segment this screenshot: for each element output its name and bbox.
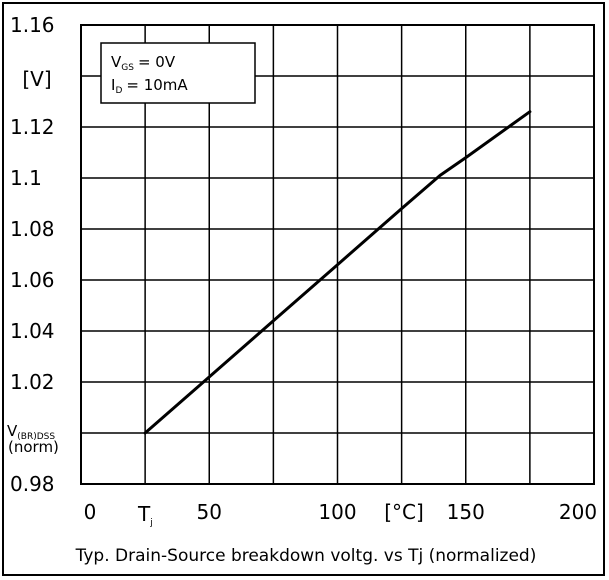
y-axis-label-norm: (norm) xyxy=(8,438,59,456)
x-tick-label: 0 xyxy=(84,500,97,524)
y-axis-label: V(BR)DSS xyxy=(7,422,55,442)
legend-box xyxy=(100,42,256,104)
x-axis-label: Tj xyxy=(137,502,153,528)
y-tick-label: 1.16 xyxy=(10,13,55,37)
plot-area-border xyxy=(80,24,595,485)
y-tick-label: 1.1 xyxy=(10,166,42,190)
y-tick-label: 1.08 xyxy=(10,217,55,241)
chart-canvas: 0.98 1.02 1.04 1.06 1.08 1.1 1.12 1.16 0 50 100 15… xyxy=(7,13,597,566)
y-tick-label: 1.02 xyxy=(10,370,55,394)
x-tick-label: 50 xyxy=(197,500,222,524)
x-tick-label: 200 xyxy=(559,500,597,524)
y-tick-label: 1.06 xyxy=(10,268,55,292)
x-tick-label: 100 xyxy=(318,500,356,524)
x-tick-label: 150 xyxy=(447,500,485,524)
y-axis-ticks: 0.98 1.02 1.04 1.06 1.08 1.1 1.12 1.16 xyxy=(10,13,55,496)
series-line xyxy=(143,110,532,435)
chart-caption: Typ. Drain-Source breakdown voltg. vs Tj… xyxy=(75,546,537,566)
x-axis-ticks: 0 50 100 150 200 xyxy=(84,500,597,524)
legend-line-2: ID = 10mA xyxy=(111,76,188,96)
y-axis-unit: [V] xyxy=(22,67,51,91)
chart-frame: 0.98 1.02 1.04 1.06 1.08 1.1 1.12 1.16 0 50 100 15… xyxy=(2,2,605,576)
y-tick-label: 1.12 xyxy=(10,115,55,139)
y-tick-label: 0.98 xyxy=(10,472,55,496)
legend: VGS = 0V ID = 10mA xyxy=(100,42,256,104)
x-axis-unit: [°C] xyxy=(384,500,424,524)
legend-line-1: VGS = 0V xyxy=(111,53,176,73)
y-tick-label: 1.04 xyxy=(10,319,55,343)
